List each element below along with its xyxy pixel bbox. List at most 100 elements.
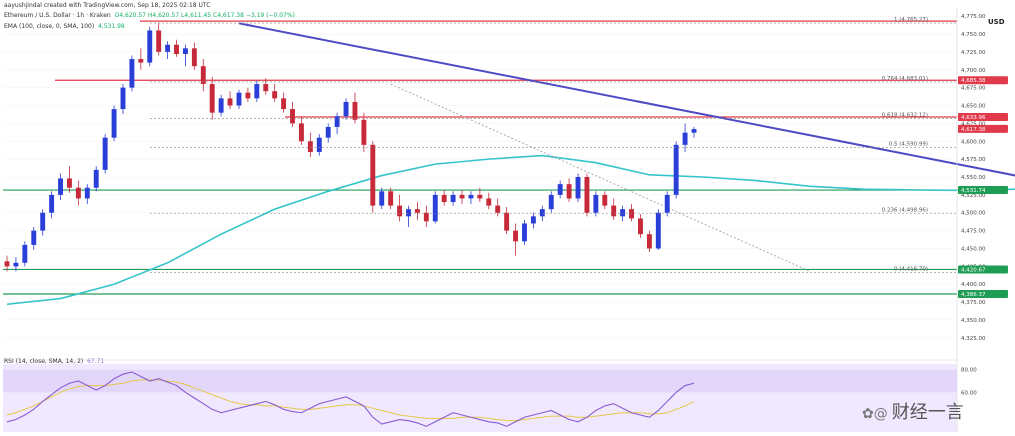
candle-body [218, 98, 224, 113]
price-tick-label: 4,725.00 [961, 50, 986, 56]
candle-body [236, 92, 242, 106]
watermark-logo-icon: ✿@ [862, 406, 888, 422]
symbol-header: Ethereum / U.S. Dollar · 1h · Kraken O4,… [4, 12, 295, 19]
candle-body [182, 48, 188, 55]
candle-body [40, 212, 46, 231]
price-badge-label: 4,685.38 [961, 78, 986, 84]
ohlc-values: O4,620.57 H4,620.57 L4,611.45 C4,617.38 … [114, 12, 295, 19]
fib-level-label: 0.618 (4,632.12) [882, 112, 928, 118]
price-tick-label: 4,775.00 [961, 14, 986, 20]
candle-body [629, 209, 634, 219]
candle-body [111, 109, 117, 138]
candle-body [245, 92, 251, 99]
price-tick-label: 4,650.00 [961, 104, 986, 110]
candle-body [486, 198, 492, 206]
candle-body [165, 44, 171, 52]
fib-level-label: 0.5 (4,590.99) [889, 142, 928, 148]
fib-diagonal [390, 83, 811, 272]
bearish-trendline [238, 22, 1015, 177]
fib-level-label: 1 (4,765.27) [894, 17, 928, 23]
candle-body [441, 194, 447, 203]
price-badge [958, 289, 1008, 298]
candle-body [370, 144, 376, 206]
price-tick-label: 4,500.00 [961, 211, 986, 217]
candle-body [209, 84, 215, 113]
candle-body [655, 212, 661, 249]
price-tick-label: 4,525.00 [961, 193, 986, 199]
candle-body [227, 98, 233, 106]
rsi-tick-label: 80.00 [961, 368, 977, 374]
symbol-name[interactable]: Ethereum / U.S. Dollar · 1h · Kraken [4, 12, 111, 19]
candle-body [432, 194, 438, 222]
watermark: ✿@ 财经一言 [862, 398, 964, 424]
candle-body [602, 194, 608, 206]
price-tick-label: 4,675.00 [961, 86, 986, 92]
candle-body [298, 123, 304, 142]
candle-body [316, 137, 322, 152]
candle-body [504, 212, 510, 231]
candle-body [361, 119, 367, 145]
rsi-value: 67.71 [87, 358, 105, 365]
candle-body [468, 194, 474, 199]
candle-body [406, 209, 411, 217]
candle-body [67, 178, 72, 188]
watermark-text: 财经一言 [891, 402, 964, 423]
candle-body [495, 205, 501, 213]
candle-body [638, 218, 643, 235]
candle-body [593, 194, 599, 213]
candle-body [49, 194, 55, 213]
price-badge [958, 265, 1008, 274]
candle-body [93, 169, 99, 188]
rsi-tick-label: 60.00 [961, 390, 977, 396]
candle-body [263, 84, 269, 92]
price-tick-label: 4,375.00 [961, 300, 986, 306]
candle-body [513, 230, 519, 242]
candle-body [343, 101, 349, 117]
candle-body [575, 177, 581, 199]
candle-body [325, 126, 331, 138]
price-tick-label: 4,575.00 [961, 157, 986, 163]
candle-body [646, 234, 652, 249]
fib-level-label: 0.236 (4,498.96) [882, 207, 928, 213]
candle-body [530, 216, 536, 224]
price-tick-label: 4,475.00 [961, 229, 986, 235]
price-tick-label: 4,350.00 [961, 318, 986, 324]
price-tick-label: 4,625.00 [961, 121, 986, 127]
ema-label: EMA (100, close, 0, SMA, 100) [4, 23, 95, 30]
candle-body [102, 137, 108, 170]
price-tick-label: 4,325.00 [961, 336, 986, 342]
candle-body [138, 59, 144, 63]
price-badge-label: 4,617.38 [961, 127, 986, 133]
candle-body [4, 261, 10, 267]
price-tick-label: 4,400.00 [961, 282, 986, 288]
candle-body [388, 191, 394, 206]
candle-body [75, 187, 81, 199]
price-tick-label: 4,550.00 [961, 175, 986, 181]
candle-body [147, 30, 153, 63]
candle-body [522, 223, 527, 242]
currency-label[interactable]: USD [988, 18, 1005, 26]
price-badge-label: 4,531.74 [961, 188, 986, 194]
candle-body [682, 132, 688, 145]
candle-body [272, 91, 278, 99]
author-line: aayushjindal created with TradingView.co… [4, 2, 211, 9]
candle-body [548, 194, 554, 210]
rsi-line [6, 371, 695, 427]
price-tick-label: 4,450.00 [961, 246, 986, 252]
candle-body [352, 101, 358, 120]
candle-body [566, 184, 572, 199]
rsi-legend[interactable]: RSI (14, close, SMA, 14, 2) 67.71 [4, 358, 104, 365]
candle-body [191, 48, 197, 67]
candle-body [477, 194, 483, 199]
candle-body [379, 191, 385, 206]
candle-body [334, 116, 340, 127]
fib-level-label: 0 (4,416.70) [894, 266, 928, 272]
candle-body [397, 205, 403, 217]
price-badge [958, 124, 1008, 133]
ema-legend[interactable]: EMA (100, close, 0, SMA, 100) 4,531.98 [4, 23, 125, 30]
price-badge [958, 186, 1008, 195]
candle-body [691, 129, 697, 133]
rsi-label: RSI (14, close, SMA, 14, 2) [4, 358, 84, 365]
